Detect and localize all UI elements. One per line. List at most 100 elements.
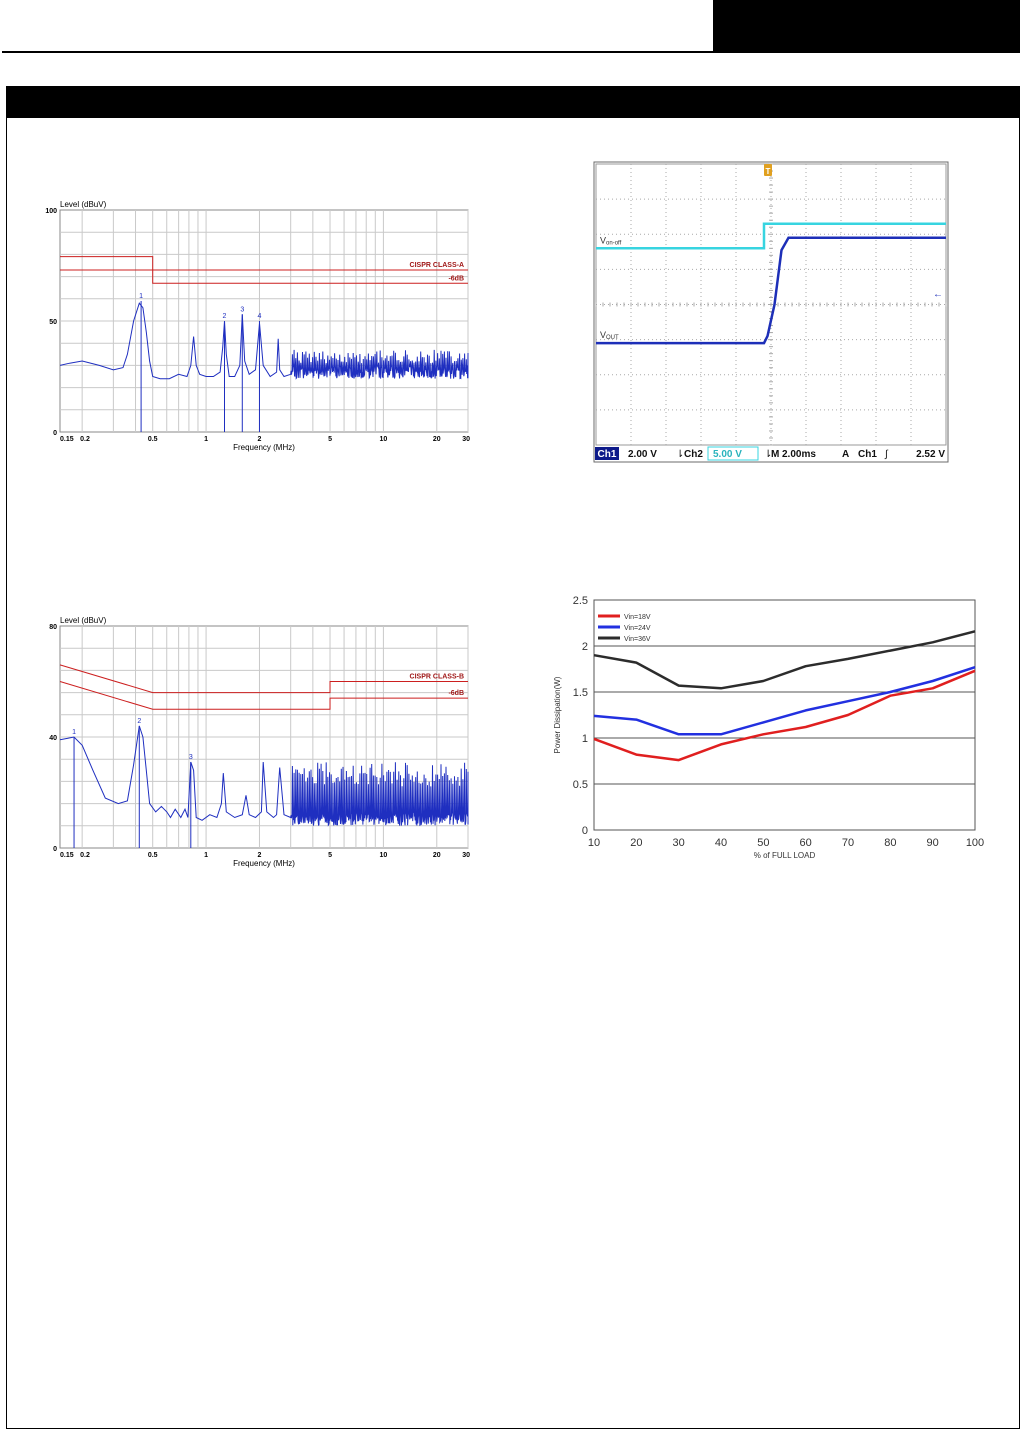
y-axis-label: Level (dBuV) xyxy=(60,616,107,625)
ch2-label: Ch2 xyxy=(684,449,703,460)
x-tick-label: 5 xyxy=(328,852,332,859)
time-label: M xyxy=(771,449,779,460)
y-tick-label: 2.5 xyxy=(573,595,588,607)
y-tick-label: 0.5 xyxy=(573,779,588,791)
x-tick-label: 0.15 xyxy=(60,436,74,443)
ch1-scale: 2.00 V xyxy=(628,449,657,460)
y-tick-label: 1.5 xyxy=(573,687,588,699)
header-rule xyxy=(2,51,1020,53)
x-tick-label: 20 xyxy=(433,852,441,859)
x-tick-label: 40 xyxy=(715,837,727,849)
legend: Vin=18V Vin=24V Vin=36V xyxy=(598,614,651,643)
y-tick-label: 80 xyxy=(49,624,57,631)
marker-label: 3 xyxy=(189,754,193,761)
y-tick-label: 50 xyxy=(49,319,57,326)
time-scale: 2.00ms xyxy=(782,449,816,460)
ch1-badge-box xyxy=(595,447,619,460)
startup-scope-chart: Von-off VOUT T ← Ch1 2.00 V ⇂ Ch2 5.00 V ⇂ M 2.00ms… xyxy=(593,161,949,463)
emi-class-b-chart: Level (dBuV) Frequency (MHz) 0 40 80 0.15 0.2 0… xyxy=(30,612,480,874)
emission-trace xyxy=(59,302,469,380)
x-tick-label: 10 xyxy=(588,837,600,849)
x-tick-label: 80 xyxy=(884,837,896,849)
limit-line xyxy=(59,664,468,694)
x-tick-label: 1 xyxy=(204,436,208,443)
power-dissipation-chart: 0 0.5 1 1.5 2 2.5 10 20 30 40 50 60 70 80 90 100 % of FU… xyxy=(550,590,990,870)
section-title-bar xyxy=(7,87,1019,118)
x-tick-label: 60 xyxy=(800,837,812,849)
vout-trace xyxy=(596,236,946,345)
vout-label: VOUT xyxy=(600,330,619,341)
ch2-scale-box xyxy=(707,446,759,461)
von-off-trace xyxy=(596,222,946,250)
x-tick-label: 30 xyxy=(462,436,470,443)
marker-label: 1 xyxy=(72,729,76,736)
x-tick-label: 70 xyxy=(842,837,854,849)
x-tick-label: 90 xyxy=(927,837,939,849)
x-axis-label: Frequency (MHz) xyxy=(233,443,295,452)
x-axis-label: Frequency (MHz) xyxy=(233,859,295,868)
trigger-slope: ∫ xyxy=(884,449,889,460)
series-18v-line xyxy=(593,669,976,762)
y-tick-label: 0 xyxy=(53,846,57,853)
legend-label: Vin=36V xyxy=(624,636,651,643)
x-tick-label: 2 xyxy=(258,436,262,443)
limit-line xyxy=(60,256,468,271)
x-tick-label: 0.15 xyxy=(60,852,74,859)
ch2-scale: 5.00 V xyxy=(713,449,742,460)
ch1-badge: Ch1 xyxy=(598,449,617,460)
y-tick-label: 100 xyxy=(45,208,57,215)
limit-line xyxy=(59,681,468,710)
emission-trace xyxy=(59,725,469,827)
header-block xyxy=(713,0,1020,52)
legend-label: Vin=24V xyxy=(624,625,651,632)
x-tick-label: 30 xyxy=(673,837,685,849)
x-tick-label: 10 xyxy=(380,852,388,859)
trigger-marker: T xyxy=(764,164,772,176)
x-tick-label: 0.2 xyxy=(80,436,90,443)
ground-arrow: ← xyxy=(933,289,943,300)
trigger-marker-text: T xyxy=(766,167,771,176)
x-axis-label: % of FULL LOAD xyxy=(754,851,816,860)
marker-label: 2 xyxy=(223,313,227,320)
y-tick-label: 1 xyxy=(582,733,588,745)
y-axis-label: Power Dissipation(W) xyxy=(553,676,562,753)
time-icon: ⇂ xyxy=(764,449,772,460)
y-tick-label: 0 xyxy=(582,825,588,837)
x-tick-label: 0.2 xyxy=(80,852,90,859)
y-tick-label: 2 xyxy=(582,641,588,653)
x-tick-label: 100 xyxy=(966,837,984,849)
trigger-source: Ch1 xyxy=(858,449,877,460)
limit-label: -6dB xyxy=(448,690,464,697)
marker-label: 2 xyxy=(137,718,141,725)
marker-label: 4 xyxy=(258,313,262,320)
power-dissipation-svg: 0 0.5 1 1.5 2 2.5 10 20 30 40 50 60 70 80 90 100 % of FU… xyxy=(553,595,984,860)
x-tick-label: 30 xyxy=(462,852,470,859)
y-axis-label: Level (dBuV) xyxy=(60,200,107,209)
limit-label: CISPR CLASS-B xyxy=(410,674,464,681)
x-tick-label: 20 xyxy=(630,837,642,849)
marker-label: 3 xyxy=(240,306,244,313)
x-tick-label: 0.5 xyxy=(148,852,158,859)
limit-line xyxy=(60,269,468,284)
y-tick-label: 0 xyxy=(53,430,57,437)
trigger-mode: A xyxy=(842,449,849,460)
trigger-marker-box xyxy=(764,164,772,176)
emi-class-a-svg: Level (dBuV) Frequency (MHz) 0 50 100 0.15 0.2… xyxy=(45,200,470,452)
x-tick-label: 20 xyxy=(433,436,441,443)
emi-class-a-chart: Level (dBuV) Frequency (MHz) 0 50 100 0.15 0.2… xyxy=(30,196,480,458)
x-tick-label: 0.5 xyxy=(148,436,158,443)
page-header xyxy=(0,0,1028,56)
x-tick-label: 5 xyxy=(328,436,332,443)
legend-label: Vin=18V xyxy=(624,614,651,621)
x-tick-label: 1 xyxy=(204,852,208,859)
ch2-icon: ⇂ xyxy=(676,449,684,460)
emi-class-b-svg: Level (dBuV) Frequency (MHz) 0 40 80 0.15 0.2 0… xyxy=(49,616,470,868)
x-tick-label: 50 xyxy=(757,837,769,849)
trigger-level: 2.52 V xyxy=(916,449,945,460)
limit-label: -6dB xyxy=(448,275,464,282)
von-off-label: Von-off xyxy=(600,235,622,246)
series-36v-line xyxy=(593,630,976,690)
x-tick-label: 2 xyxy=(258,852,262,859)
plot-area xyxy=(593,599,976,831)
